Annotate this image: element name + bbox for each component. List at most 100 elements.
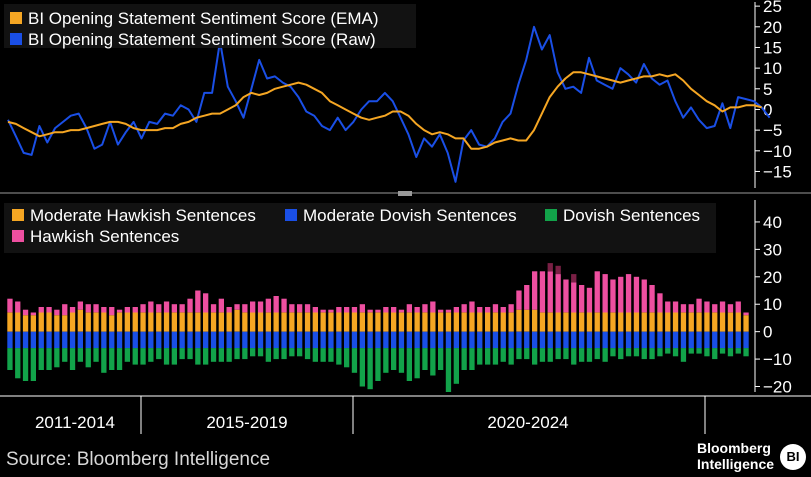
- bottom-legend-label: Moderate Hawkish Sentences: [30, 206, 256, 225]
- top-legend-swatch: [10, 33, 22, 45]
- bar-segment: [101, 307, 107, 313]
- bar-segment: [195, 348, 201, 365]
- top-y-tick-label: 10: [763, 59, 782, 78]
- bar-segment: [297, 331, 303, 349]
- bar-segment: [704, 331, 710, 349]
- bar-segment: [195, 312, 201, 332]
- bar-segment: [30, 331, 36, 349]
- bar-segment: [633, 276, 640, 313]
- bar-segment: [610, 312, 616, 332]
- bar-segment: [532, 331, 538, 349]
- bar-segment: [195, 290, 201, 313]
- bar-segment: [187, 298, 193, 313]
- bar-segment: [665, 331, 671, 349]
- bar-segment: [124, 331, 130, 349]
- bar-segment: [563, 348, 569, 360]
- x-axis-label: 2020-2024: [487, 413, 568, 432]
- bar-segment: [594, 331, 600, 349]
- bar-segment: [547, 348, 553, 362]
- bar-segment: [62, 348, 68, 362]
- bar-segment: [30, 315, 36, 332]
- bar-segment: [226, 348, 232, 362]
- bar-segment: [727, 331, 734, 349]
- bar-segment: [203, 293, 209, 313]
- x-axis-label: 2011-2014: [35, 413, 115, 432]
- bar-segment: [140, 348, 146, 365]
- ema-line: [7, 71, 762, 150]
- bar-segment: [516, 290, 522, 310]
- bar-segment: [312, 348, 318, 362]
- bar-segment: [297, 304, 303, 313]
- bar-segment: [696, 312, 702, 332]
- bar-segment: [539, 312, 546, 332]
- bar-segment: [85, 304, 91, 313]
- bar-segment: [22, 309, 29, 316]
- bar-segment: [508, 304, 514, 313]
- bar-segment: [226, 307, 232, 313]
- bar-segment: [579, 331, 585, 349]
- bar-segment: [7, 298, 13, 313]
- bar-segment: [445, 348, 452, 392]
- bar-segment: [696, 298, 702, 313]
- bar-segment: [625, 312, 632, 332]
- bar-segment: [696, 331, 702, 349]
- bar-segment: [383, 312, 389, 332]
- bar-segment: [15, 301, 21, 313]
- bar-segment: [391, 348, 397, 370]
- bar-segment: [304, 331, 311, 349]
- bar-segment: [618, 348, 624, 360]
- bar-segment: [85, 348, 91, 368]
- bar-segment: [116, 348, 123, 370]
- bar-segment: [304, 312, 311, 332]
- bar-segment: [547, 312, 553, 332]
- bar-segment: [524, 331, 530, 349]
- bar-segment: [633, 348, 640, 357]
- bar-segment: [93, 312, 99, 332]
- bar-segment: [555, 331, 561, 349]
- bar-segment: [289, 312, 295, 332]
- bar-segment: [116, 331, 123, 349]
- bar-segment: [406, 348, 412, 381]
- bar-segment: [132, 348, 138, 365]
- bar-segment: [414, 331, 420, 349]
- bar-segment: [579, 312, 585, 332]
- bar-segment: [234, 304, 240, 310]
- bottom-y-tick-label: 40: [763, 213, 782, 232]
- bar-segment: [680, 312, 687, 332]
- bar-segment: [735, 312, 741, 332]
- bar-segment: [743, 348, 749, 357]
- bar-segment: [375, 309, 381, 313]
- bar-segment: [688, 348, 694, 354]
- bottom-legend-swatch: [545, 209, 557, 221]
- bar-segment: [563, 312, 569, 332]
- bar-segment: [469, 312, 475, 332]
- bar-segment: [680, 331, 687, 349]
- bar-segment: [649, 312, 655, 332]
- bar-segment: [312, 307, 318, 313]
- bar-segment: [571, 331, 577, 349]
- bar-segment: [156, 304, 162, 313]
- bar-segment: [453, 307, 459, 313]
- bar-segment: [109, 307, 115, 316]
- bar-segment: [610, 331, 616, 349]
- bar-segment: [453, 348, 459, 384]
- bar-segment: [453, 331, 459, 349]
- bar-segment: [132, 331, 138, 349]
- bar-segment: [539, 348, 546, 362]
- bottom-legend-swatch: [12, 230, 24, 242]
- bar-segment: [391, 331, 397, 349]
- bar-segment: [344, 348, 350, 368]
- bar-segment: [69, 307, 76, 313]
- raw-line: [7, 25, 771, 183]
- bar-segment: [539, 271, 546, 313]
- bar-segment: [453, 312, 459, 332]
- bar-segment: [187, 312, 193, 332]
- bar-segment: [657, 293, 663, 313]
- bar-segment: [516, 331, 522, 349]
- bar-segment: [273, 331, 279, 349]
- bar-segment: [328, 331, 334, 349]
- bar-segment: [163, 331, 170, 349]
- bar-segment: [555, 348, 561, 360]
- bar-segment: [586, 287, 593, 313]
